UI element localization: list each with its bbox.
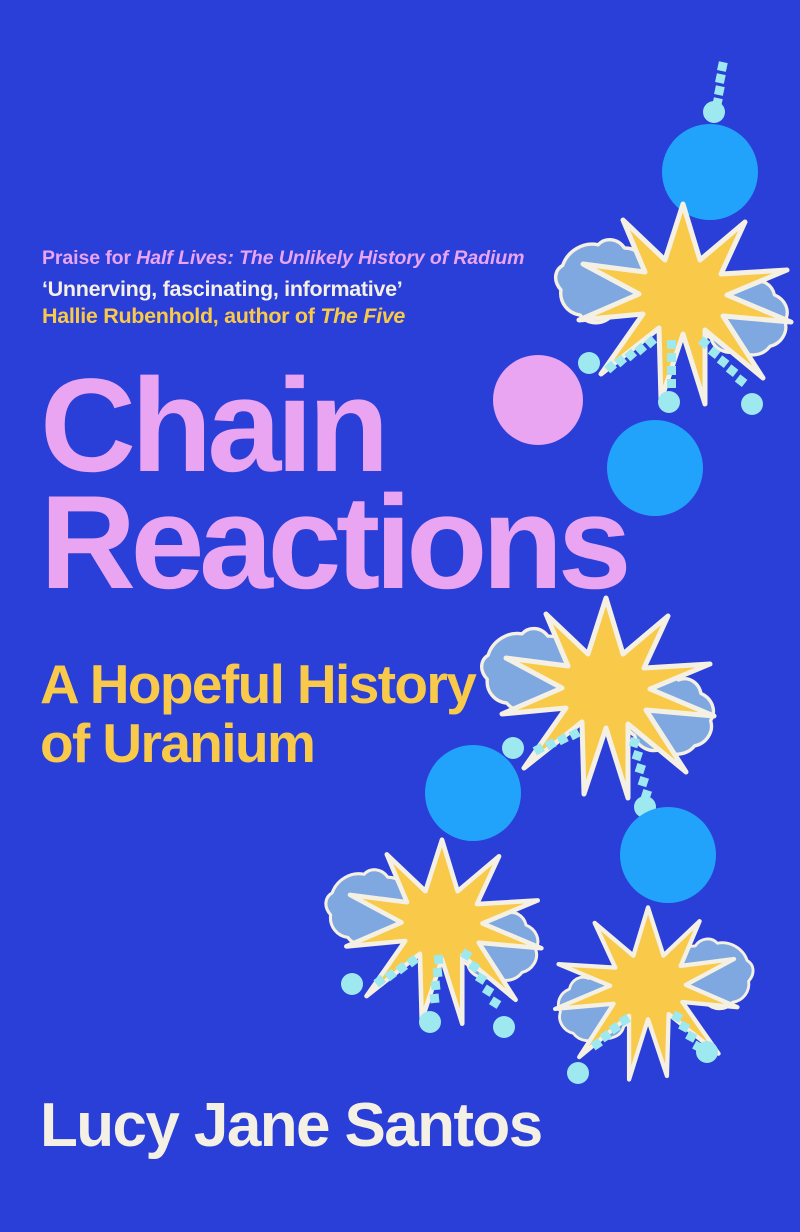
praise-lead-book-title: Half Lives: The Unlikely History of Radi…	[136, 247, 525, 269]
title-line-2: Reactions	[40, 469, 632, 618]
author-name: Lucy Jane Santos	[40, 1091, 543, 1160]
title-line-1: Chain	[40, 352, 389, 500]
praise-quote: ‘Unnerving, fascinating, informative’	[42, 276, 403, 301]
subtitle-line-1: A Hopeful History	[40, 653, 477, 715]
praise-attrib-prefix: Hallie Rubenhold, author of	[42, 304, 321, 329]
praise-lead-prefix: Praise for	[42, 247, 137, 269]
subtitle-line-2: of Uranium	[40, 711, 316, 774]
praise-block: Praise for Half Lives: The Unlikely Hist…	[42, 246, 602, 331]
author-block: Lucy Jane Santos	[40, 1095, 740, 1157]
book-title: Chain Reactions	[40, 352, 780, 618]
praise-attrib-work: The Five	[320, 304, 406, 329]
book-subtitle: A Hopeful History of Uranium	[40, 655, 600, 773]
praise-lead-line: Praise for Half Lives: The Unlikely Hist…	[42, 246, 602, 272]
praise-attribution: Hallie Rubenhold, author of The Five	[42, 303, 602, 331]
